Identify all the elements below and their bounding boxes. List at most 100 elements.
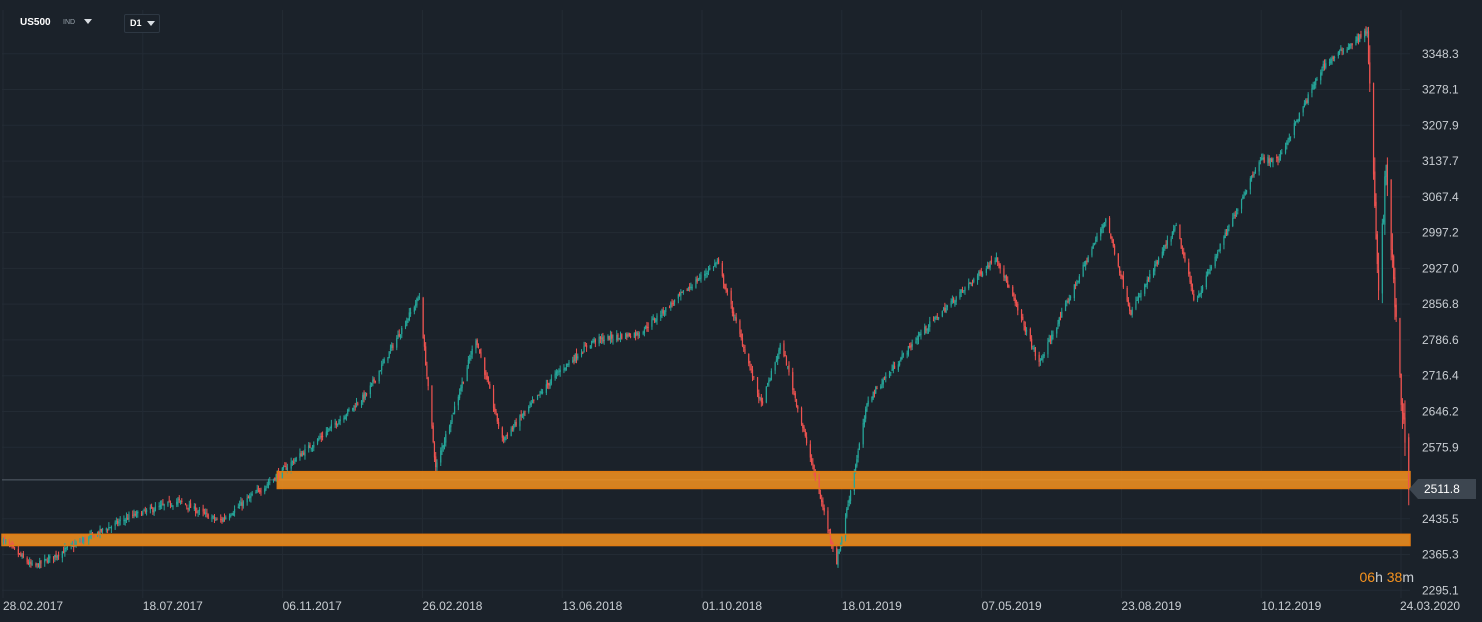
candle-body	[337, 423, 339, 426]
candle-body	[557, 371, 559, 373]
candle-body	[205, 512, 207, 515]
price-axis[interactable]: 3348.3 3278.1 3207.9 3137.7 3067.4 2997.2 2927…	[1422, 47, 1459, 598]
candle-body	[533, 399, 535, 401]
candle-body	[1023, 321, 1025, 326]
candle-body	[8, 542, 11, 545]
candle-body	[1086, 260, 1088, 262]
candle-body	[178, 498, 180, 501]
candle-body	[1390, 179, 1392, 250]
candle-body	[212, 516, 214, 518]
candle-body	[943, 308, 945, 310]
candle-body	[134, 513, 136, 516]
candle-body	[1365, 29, 1367, 34]
candle-body	[389, 348, 392, 350]
y-tick-label: 2716.4	[1422, 369, 1459, 383]
candle-body	[250, 495, 252, 498]
candle-body	[259, 490, 261, 492]
support-zone[interactable]	[2, 534, 1410, 546]
candle-body	[222, 518, 224, 522]
candle-body	[334, 423, 336, 425]
candle-body	[124, 519, 126, 522]
candle-body	[1180, 238, 1182, 249]
candle-body	[52, 556, 55, 559]
candle-body	[937, 317, 940, 320]
candle-body	[599, 336, 601, 339]
candle-body	[935, 315, 937, 318]
timeframe-dropdown-icon[interactable]	[147, 21, 155, 26]
candle-body	[1305, 101, 1307, 105]
candle-body	[220, 518, 222, 520]
candle-body	[1014, 298, 1016, 303]
candle-body	[435, 456, 437, 468]
candle-body	[1038, 354, 1040, 362]
candle-body	[149, 507, 151, 510]
candle-body	[267, 483, 270, 485]
candle-body	[396, 338, 398, 348]
candle-body	[680, 292, 682, 296]
candle-body	[540, 391, 542, 394]
candle-body	[699, 277, 701, 279]
candle-body	[1232, 217, 1234, 227]
time-axis[interactable]: 28.02.2017 18.07.2017 06.11.2017 26.02.2018…	[3, 599, 1460, 613]
candle-body	[232, 513, 234, 516]
candle-body	[1078, 276, 1080, 282]
candle-body	[374, 380, 376, 382]
candle-body	[1145, 283, 1147, 285]
candle-body	[1244, 192, 1246, 195]
candle-body	[338, 420, 340, 425]
candle-body	[774, 362, 776, 371]
candle-body	[1253, 173, 1255, 175]
candle-body	[567, 363, 569, 365]
candle-body	[237, 506, 239, 508]
candle-body	[22, 553, 24, 558]
candle-body	[1175, 225, 1177, 227]
candle-body	[479, 349, 481, 354]
candle-body	[1386, 164, 1388, 185]
candle-body	[925, 326, 927, 331]
candle-body	[467, 359, 469, 367]
symbol-label[interactable]: US500	[20, 17, 51, 28]
candle-body	[739, 320, 741, 334]
candle-body	[924, 326, 926, 334]
candle-body	[26, 558, 28, 563]
candle-body	[775, 359, 777, 362]
symbol-dropdown-icon[interactable]	[84, 19, 92, 24]
candle-body	[1306, 100, 1308, 103]
candle-body	[740, 334, 742, 339]
candle-body	[1068, 298, 1070, 302]
support-zones[interactable]	[2, 471, 1410, 546]
candle-body	[1137, 296, 1140, 300]
candle-body	[154, 506, 156, 512]
candle-body	[795, 399, 798, 407]
candle-body	[1061, 311, 1063, 318]
candle-body	[1067, 300, 1069, 303]
candle-body	[1189, 275, 1191, 282]
candle-body	[883, 378, 886, 380]
candle-body	[65, 547, 67, 549]
candle-body	[161, 504, 163, 506]
candle-body	[445, 434, 447, 443]
candle-body	[285, 466, 287, 470]
candle-body	[27, 562, 29, 564]
timeframe-selector[interactable]: D1	[124, 14, 160, 33]
candle-body	[274, 477, 276, 481]
support-zone-border	[1, 533, 1411, 547]
candle-body	[1311, 88, 1313, 94]
candle-body	[216, 518, 218, 520]
candle-body	[712, 266, 715, 268]
candle-body	[1332, 57, 1334, 60]
candle-body	[899, 362, 901, 366]
candle-body	[741, 338, 744, 346]
candle-body	[171, 505, 173, 507]
candle-body	[723, 275, 725, 285]
candle-body	[308, 445, 310, 449]
candle-body	[794, 393, 796, 399]
candle-body	[1087, 256, 1089, 263]
candle-body	[1199, 293, 1201, 296]
candle-body	[792, 372, 794, 390]
candle-body	[239, 504, 241, 507]
support-zone[interactable]	[277, 471, 1410, 489]
candle-body	[132, 514, 134, 516]
candle-body	[811, 458, 813, 464]
